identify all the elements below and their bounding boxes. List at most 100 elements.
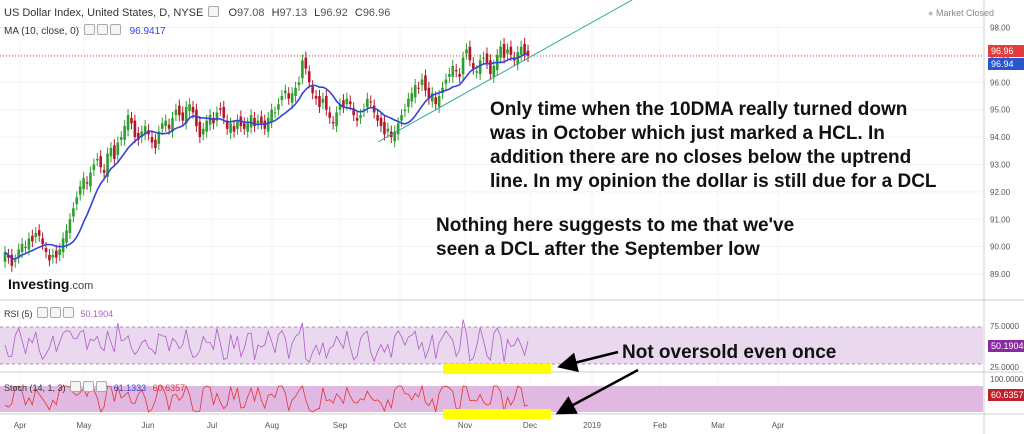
candle-body xyxy=(280,95,284,101)
eye-icon[interactable] xyxy=(70,381,82,392)
stoch-highlight xyxy=(443,409,551,419)
candle-body xyxy=(205,120,208,132)
annotation-line: Only time when the 10DMA really turned d… xyxy=(490,99,908,120)
ma-legend: MA (10, close, 0) 96.9417 xyxy=(4,24,166,37)
low-label: L xyxy=(314,7,321,19)
candle-body xyxy=(396,123,400,135)
candle-body xyxy=(393,131,396,142)
candle-body xyxy=(184,106,188,124)
candle-body xyxy=(297,82,301,86)
close-icon[interactable] xyxy=(63,307,75,318)
candle-body xyxy=(130,117,133,124)
annotation-line: line. In my opinion the dollar is still … xyxy=(490,171,937,192)
candle-body xyxy=(448,74,451,77)
candle-body xyxy=(400,115,403,121)
rsi-label: RSI (5) xyxy=(4,309,33,319)
candle-body xyxy=(304,57,308,69)
rsi-value: 50.1904 xyxy=(80,309,114,319)
candle-body xyxy=(215,112,219,121)
candle-body xyxy=(284,90,287,94)
candle-body xyxy=(31,235,34,242)
eye-icon[interactable] xyxy=(37,307,49,318)
stoch-value-tag: 60.6357 xyxy=(988,389,1024,401)
y-tick-label: 92.00 xyxy=(990,188,1011,197)
gear-icon[interactable] xyxy=(50,307,62,318)
candle-body xyxy=(171,117,174,132)
annotation-line: Nothing here suggests to me that we've xyxy=(436,215,795,236)
candle-body xyxy=(41,238,44,244)
candle-body xyxy=(253,117,256,127)
candle-body xyxy=(157,131,161,144)
candle-body xyxy=(376,115,379,121)
candle-body xyxy=(287,93,291,99)
candle-body xyxy=(352,108,355,116)
x-tick-label: 2019 xyxy=(583,421,601,430)
rsi-line xyxy=(4,319,529,363)
candle-body xyxy=(37,230,41,236)
gear-icon[interactable] xyxy=(83,381,95,392)
ma-label: MA (10, close, 0) xyxy=(4,26,80,37)
settings-icon[interactable] xyxy=(208,6,220,17)
candle-body xyxy=(437,95,441,107)
stoch-k-value: 61.1333 xyxy=(113,383,147,393)
candle-body xyxy=(44,248,48,253)
candle-body xyxy=(410,93,414,102)
candle-body xyxy=(195,109,198,127)
candle-body xyxy=(301,60,304,79)
candle-body xyxy=(321,98,325,103)
close-icon[interactable] xyxy=(96,381,108,392)
candle-body xyxy=(366,98,369,107)
candle-body xyxy=(75,197,79,205)
candle-body xyxy=(424,75,427,91)
gear-icon[interactable] xyxy=(96,24,108,35)
candle-body xyxy=(441,87,444,94)
candle-body xyxy=(65,230,68,243)
candle-body xyxy=(325,95,328,110)
candle-body xyxy=(461,57,465,75)
candle-body xyxy=(242,123,246,129)
x-tick-label: Dec xyxy=(523,421,537,430)
candle-body xyxy=(454,69,458,72)
candle-body xyxy=(229,123,232,133)
candle-body xyxy=(58,249,61,255)
candle-body xyxy=(506,49,509,54)
close-value: 96.96 xyxy=(362,7,391,19)
annotation-uptrend: Only time when the 10DMA really turned d… xyxy=(490,98,937,194)
candle-body xyxy=(492,65,496,77)
candle-body xyxy=(307,71,311,83)
candle-body xyxy=(140,131,144,138)
candle-body xyxy=(485,53,489,64)
candle-body xyxy=(359,115,362,118)
candle-body xyxy=(34,232,38,238)
annotation-dcl: Nothing here suggests to me that we've s… xyxy=(436,214,794,262)
logo-suffix: .com xyxy=(69,280,94,292)
candle-body xyxy=(27,238,31,250)
eye-icon[interactable] xyxy=(83,24,95,35)
candle-body xyxy=(328,112,332,118)
close-icon[interactable] xyxy=(109,24,121,35)
x-tick-label: Apr xyxy=(772,421,785,430)
candle-body xyxy=(167,124,171,129)
candle-body xyxy=(133,120,137,138)
candle-body xyxy=(417,87,420,89)
open-label: O xyxy=(228,7,237,19)
uptrend-line xyxy=(377,0,633,143)
candle-body xyxy=(24,246,27,249)
symbol-title: US Dollar Index, United States, D, NYSE xyxy=(4,7,204,19)
candle-body xyxy=(523,43,526,55)
candle-body xyxy=(222,106,226,118)
candle-body xyxy=(465,49,468,54)
candle-body xyxy=(181,112,185,121)
candle-body xyxy=(338,104,342,110)
candle-body xyxy=(468,46,472,61)
ma-value: 96.9417 xyxy=(129,26,166,37)
candle-body xyxy=(369,101,373,103)
candle-body xyxy=(95,158,99,161)
candle-body xyxy=(472,63,475,69)
candle-body xyxy=(191,106,195,113)
close-label: C xyxy=(354,7,363,19)
candle-body xyxy=(273,112,277,114)
annotation-line: seen a DCL after the September low xyxy=(436,239,760,260)
candle-body xyxy=(458,74,461,77)
